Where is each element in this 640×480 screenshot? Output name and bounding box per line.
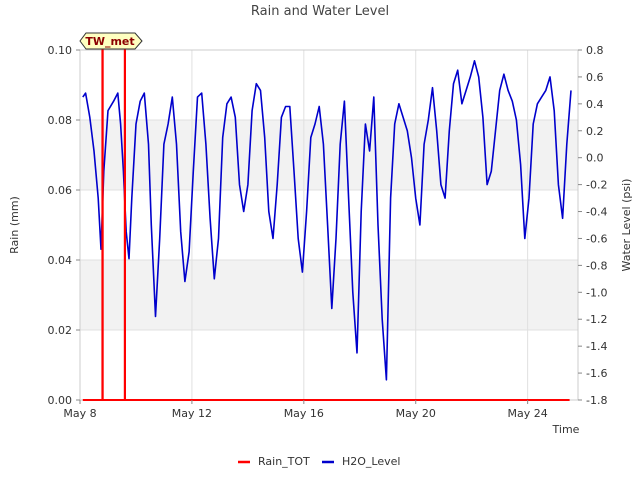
series-layer (82, 49, 572, 401)
left-axis-title: Rain (mm) (8, 196, 21, 254)
right-tick-label: -1.0 (586, 286, 607, 299)
left-tick-label: 0.10 (48, 44, 73, 57)
left-tick-label: 0.02 (48, 324, 73, 337)
left-tick-label: 0.04 (48, 254, 73, 267)
right-tick-label: -0.6 (586, 232, 607, 245)
right-tick-label: -1.4 (586, 340, 607, 353)
right-tick-label: 0.8 (586, 44, 604, 57)
right-tick-label: 0.4 (586, 98, 604, 111)
right-tick-label: -0.2 (586, 179, 607, 192)
right-tick-label: -1.2 (586, 313, 607, 326)
right-tick-label: -0.8 (586, 259, 607, 272)
badge-label: TW_met (85, 35, 134, 48)
x-axis: May 8 May 12 May 16 May 20 May 24 (63, 400, 548, 420)
series-line-h2o-level (82, 59, 572, 381)
chart-title: Rain and Water Level (251, 4, 389, 19)
right-axis: -1.8 -1.6 -1.4 -1.2 -1.0 -0.8 -0.6 -0.4 -0.2 0.0 0… (578, 44, 607, 407)
right-tick-label: -1.6 (586, 367, 607, 380)
left-tick-label: 0.00 (48, 394, 73, 407)
legend-label: H2O_Level (342, 455, 400, 468)
right-tick-label: 0.2 (586, 125, 604, 138)
right-axis-title: Water Level (psi) (620, 179, 633, 272)
badge-shape (79, 32, 143, 50)
x-tick-label: May 12 (172, 407, 212, 420)
left-axis: 0.00 0.02 0.04 0.06 0.08 0.10 (48, 44, 80, 407)
left-tick-label: 0.06 (48, 184, 73, 197)
right-tick-label: 0.0 (586, 152, 604, 165)
x-tick-label: May 20 (396, 407, 436, 420)
x-axis-title: Time (552, 423, 580, 436)
x-tick-label: May 24 (508, 407, 548, 420)
right-tick-label: -1.8 (586, 394, 607, 407)
series-line-rain-tot (82, 49, 570, 401)
right-tick-label: 0.6 (586, 71, 604, 84)
legend-label: Rain_TOT (258, 455, 310, 468)
background-band (80, 120, 578, 190)
legend: Rain_TOT H2O_Level (238, 455, 400, 468)
x-tick-label: May 16 (284, 407, 324, 420)
plot-area (79, 49, 579, 401)
gridlines (79, 49, 578, 401)
station-badge: TW_met (79, 32, 143, 50)
x-tick-label: May 8 (63, 407, 96, 420)
left-tick-label: 0.08 (48, 114, 73, 127)
right-tick-label: -0.4 (586, 206, 607, 219)
background-band (80, 260, 578, 330)
